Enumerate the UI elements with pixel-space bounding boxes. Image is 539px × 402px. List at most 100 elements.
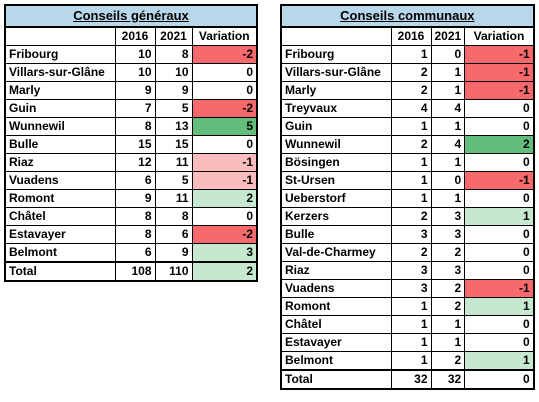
cell-2016: 1: [390, 297, 432, 316]
table-row: Wunnewil 8 13 5: [4, 117, 258, 136]
cell-variation: -1: [464, 171, 535, 190]
table-row: Marly 2 1 -1: [280, 81, 535, 100]
cell-2021: 1: [430, 81, 466, 100]
table-row: Kerzers 2 3 1: [280, 207, 535, 226]
cell-commune: Total: [280, 369, 392, 390]
table-row: Romont 9 11 2: [4, 189, 258, 208]
table-row: Châtel 1 1 0: [280, 315, 535, 334]
cell-2016: 1: [390, 189, 432, 208]
table-title: Conseils généraux: [4, 4, 258, 28]
cell-commune: Treyvaux: [280, 99, 392, 118]
table-row: Val-de-Charmey 2 2 0: [280, 243, 535, 262]
table-row: Bulle 3 3 0: [280, 225, 535, 244]
table-body: Fribourg 10 8 -2 Villars-sur-Glâne 10 10 0 Marly…: [4, 45, 258, 282]
cell-2021: 5: [154, 171, 193, 190]
cell-2021: 2: [430, 297, 466, 316]
cell-2021: 11: [154, 153, 193, 172]
cell-2016: 1: [390, 153, 432, 172]
cell-commune: Marly: [280, 81, 392, 100]
cell-commune: Wunnewil: [280, 135, 392, 154]
cell-commune: Bösingen: [280, 153, 392, 172]
table-title: Conseils communaux: [280, 4, 535, 28]
cell-variation: 1: [464, 297, 535, 316]
cell-commune: Villars-sur-Glâne: [4, 63, 116, 82]
table-row: Guin 7 5 -2: [4, 99, 258, 118]
cell-variation: -2: [191, 45, 258, 64]
cell-2021: 2: [430, 351, 466, 371]
table-row: Bösingen 1 1 0: [280, 153, 535, 172]
cell-commune: Vuadens: [280, 279, 392, 298]
header-2016: 2016: [114, 26, 156, 46]
cell-variation: 0: [464, 243, 535, 262]
table-row: Bulle 15 15 0: [4, 135, 258, 154]
table-row: Châtel 8 8 0: [4, 207, 258, 226]
header-variation: Variation: [464, 26, 535, 46]
table-row: Fribourg 10 8 -2: [4, 45, 258, 64]
table-row: Villars-sur-Glâne 2 1 -1: [280, 63, 535, 82]
cell-2016: 2: [390, 207, 432, 226]
cell-2016: 2: [390, 63, 432, 82]
cell-2016: 1: [390, 351, 432, 371]
table-row: Ueberstorf 1 1 0: [280, 189, 535, 208]
cell-commune: Wunnewil: [4, 117, 116, 136]
cell-variation: 3: [191, 243, 258, 263]
cell-2016: 8: [114, 207, 156, 226]
table-row: Vuadens 6 5 -1: [4, 171, 258, 190]
cell-commune: Guin: [4, 99, 116, 118]
cell-commune: Belmont: [4, 243, 116, 263]
cell-2016: 7: [114, 99, 156, 118]
cell-2016: 32: [390, 369, 432, 390]
table-row: St-Ursen 1 0 -1: [280, 171, 535, 190]
cell-variation: -1: [464, 81, 535, 100]
cell-2016: 6: [114, 171, 156, 190]
cell-commune: Val-de-Charmey: [280, 243, 392, 262]
cell-commune: Estavayer: [280, 333, 392, 352]
cell-2016: 12: [114, 153, 156, 172]
table-row: Belmont 6 9 3: [4, 243, 258, 263]
cell-2021: 8: [154, 45, 193, 64]
cell-commune: Total: [4, 261, 116, 282]
cell-commune: Fribourg: [4, 45, 116, 64]
cell-2016: 1: [390, 117, 432, 136]
table-row: Estavayer 1 1 0: [280, 333, 535, 352]
cell-2016: 8: [114, 225, 156, 244]
cell-commune: Fribourg: [280, 45, 392, 64]
header-name: [280, 26, 392, 46]
cell-commune: Riaz: [280, 261, 392, 280]
cell-2021: 9: [154, 81, 193, 100]
cell-2016: 1: [390, 171, 432, 190]
cell-variation: 0: [464, 369, 535, 390]
cell-2016: 10: [114, 63, 156, 82]
cell-commune: Guin: [280, 117, 392, 136]
cell-2021: 10: [154, 63, 193, 82]
table-row: Riaz 3 3 0: [280, 261, 535, 280]
table-row: Estavayer 8 6 -2: [4, 225, 258, 244]
cell-commune: St-Ursen: [280, 171, 392, 190]
table-row: Vuadens 3 2 -1: [280, 279, 535, 298]
header-2021: 2021: [154, 26, 193, 46]
cell-variation: 0: [191, 135, 258, 154]
cell-2016: 108: [114, 261, 156, 282]
table-row: Treyvaux 4 4 0: [280, 99, 535, 118]
cell-variation: 5: [191, 117, 258, 136]
cell-2016: 4: [390, 99, 432, 118]
cell-variation: 0: [464, 315, 535, 334]
cell-commune: Kerzers: [280, 207, 392, 226]
conseils-communaux-table: Conseils communaux 2016 2021 Variation F…: [280, 4, 535, 390]
cell-variation: -2: [191, 99, 258, 118]
cell-variation: 0: [464, 117, 535, 136]
cell-2016: 2: [390, 81, 432, 100]
cell-variation: 0: [464, 333, 535, 352]
cell-variation: -1: [191, 171, 258, 190]
total-row: Total 108 110 2: [4, 261, 258, 282]
cell-2016: 8: [114, 117, 156, 136]
cell-2021: 0: [430, 171, 466, 190]
cell-commune: Romont: [280, 297, 392, 316]
cell-2016: 15: [114, 135, 156, 154]
total-row: Total 32 32 0: [280, 369, 535, 390]
cell-2016: 3: [390, 261, 432, 280]
cell-2016: 1: [390, 315, 432, 334]
cell-2016: 3: [390, 225, 432, 244]
cell-variation: -1: [464, 63, 535, 82]
cell-2021: 2: [430, 243, 466, 262]
